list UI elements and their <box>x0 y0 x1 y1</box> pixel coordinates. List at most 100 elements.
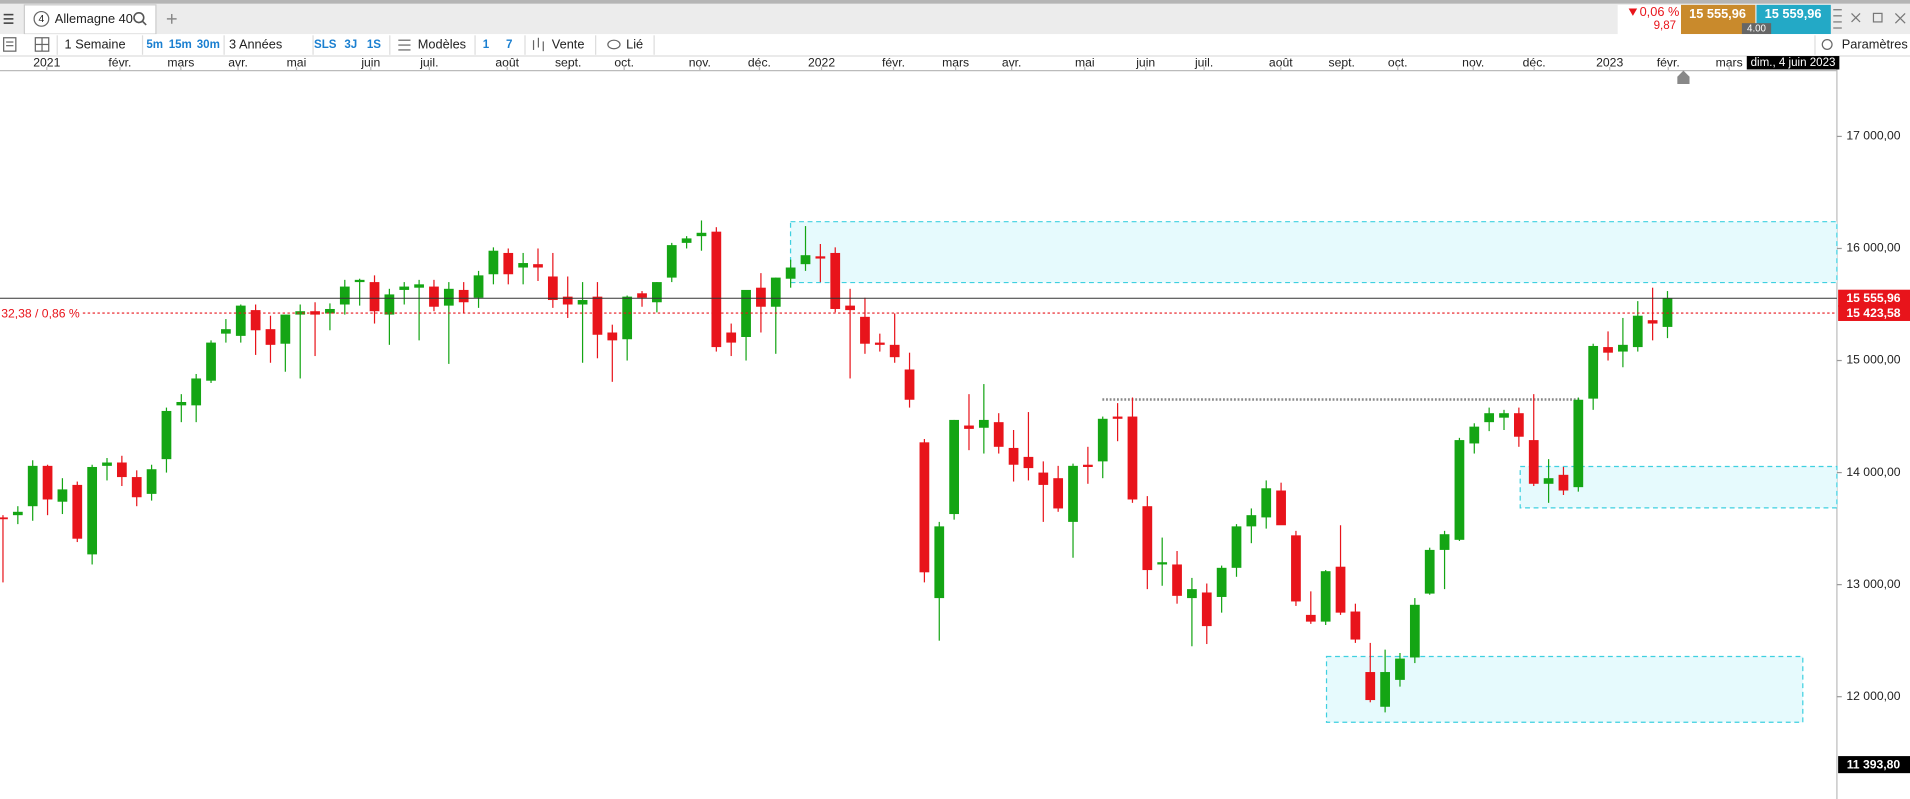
candle-body <box>577 300 588 305</box>
interval-button[interactable]: 5m <box>146 39 163 51</box>
candle-body <box>0 517 8 520</box>
x-tick-label: 2021 <box>33 56 60 70</box>
interval-button[interactable]: 30m <box>197 39 220 51</box>
candle-body <box>1632 315 1643 348</box>
top-strip <box>0 0 1910 4</box>
candle-body <box>1068 465 1078 522</box>
candle-body <box>1335 566 1346 613</box>
candle-body <box>27 465 38 507</box>
down-arrow <box>1628 8 1638 16</box>
candle-body <box>547 276 558 301</box>
candle-body <box>1127 416 1138 500</box>
interval-button[interactable]: 15m <box>169 39 192 51</box>
toolbar-icons[interactable] <box>3 37 1833 52</box>
candle-body <box>473 275 484 298</box>
candle-body <box>280 314 291 344</box>
candle-body <box>1291 535 1301 602</box>
candle-body <box>399 286 410 290</box>
toolbar <box>0 34 1910 57</box>
candle-body <box>310 311 320 315</box>
x-tick-label: mars <box>942 56 969 70</box>
change-points: 9,87 <box>1654 20 1677 32</box>
candle-body <box>696 232 707 237</box>
range-button[interactable]: 1S <box>367 39 381 51</box>
candle-body <box>354 279 365 283</box>
x-tick-label: févr. <box>1657 56 1680 70</box>
candle-body <box>87 466 98 555</box>
candle-body <box>1499 413 1509 418</box>
x-tick-label: août <box>1269 56 1293 70</box>
candle-body <box>785 267 796 279</box>
range-button[interactable]: 3J <box>344 39 357 51</box>
candle-body <box>72 484 83 539</box>
bid-price[interactable]: 15 555,96 <box>1689 6 1746 21</box>
linked-button[interactable]: Lié <box>626 36 643 51</box>
candle-body <box>681 238 692 243</box>
y-tick-label: 17 000,00 <box>1846 129 1900 143</box>
candle-body <box>1142 506 1153 571</box>
sell-mode-button[interactable]: Vente <box>552 36 585 51</box>
x-tick-label: août <box>495 56 519 70</box>
candle-body <box>666 245 677 278</box>
reference-price-label: 15 423,58 <box>1846 306 1900 320</box>
low-marker-label: 11 393,80 <box>1847 757 1901 771</box>
search-icon[interactable] <box>133 11 147 26</box>
candle-body <box>1053 478 1064 509</box>
candle-body <box>1647 320 1658 324</box>
candle-body <box>1008 447 1019 465</box>
candle-body <box>993 422 1004 447</box>
reference-price-tag <box>1838 305 1910 321</box>
candle-body <box>756 287 766 307</box>
candle-body <box>1320 571 1331 622</box>
home-marker <box>1677 70 1690 85</box>
ask-price[interactable]: 15 559,96 <box>1765 6 1822 21</box>
candle-body <box>1187 589 1197 599</box>
candle-body <box>102 462 112 466</box>
count-button[interactable]: 7 <box>506 39 512 51</box>
x-tick-label: oct. <box>1388 56 1408 70</box>
y-tick-label: 13 000,00 <box>1846 577 1900 591</box>
candle-body <box>295 311 306 315</box>
candle-body <box>1261 488 1272 518</box>
tab-count-badge <box>33 10 50 27</box>
candle-body <box>1246 515 1257 527</box>
window-controls[interactable] <box>1833 9 1906 29</box>
x-tick-label: févr. <box>882 56 905 70</box>
count-button[interactable]: 1 <box>483 39 490 51</box>
candle-body <box>325 308 335 314</box>
candle-body <box>1097 418 1108 462</box>
settings-button[interactable]: Paramètres <box>1842 36 1908 51</box>
y-tick-label: 15 000,00 <box>1846 353 1900 367</box>
candle-body <box>1588 345 1599 399</box>
period-selector[interactable]: 1 Semaine <box>65 36 126 51</box>
tab-title[interactable]: Allemagne 40 <box>55 11 133 26</box>
candle-body <box>1350 611 1361 640</box>
add-tab-button[interactable] <box>166 14 177 24</box>
candle-body <box>622 296 633 340</box>
candle-body <box>131 477 142 498</box>
candle-body <box>1083 464 1093 467</box>
x-tick-label: févr. <box>108 56 131 70</box>
tab-bar <box>0 0 1910 35</box>
candle-body <box>1454 440 1465 540</box>
range-selector[interactable]: 3 Années <box>229 36 282 51</box>
candle-body <box>191 378 202 406</box>
x-tick-label: mars <box>1716 56 1743 70</box>
candle-body <box>904 369 915 400</box>
candle-body <box>146 469 157 494</box>
templates-button[interactable]: Modèles <box>418 36 466 51</box>
menu-icon[interactable] <box>3 13 14 24</box>
x-tick-label: juil. <box>1194 56 1213 70</box>
x-tick-label: 2023 <box>1596 56 1623 70</box>
candle-body <box>845 305 855 311</box>
toolbar-separators <box>56 35 1816 55</box>
range-button[interactable]: SLS <box>314 39 337 51</box>
candle-body <box>488 250 499 275</box>
x-tick-label: 2022 <box>808 56 835 70</box>
x-tick-label: sept. <box>555 56 581 70</box>
candle-body <box>949 419 959 515</box>
candle-body <box>414 284 424 288</box>
candle-body <box>116 462 127 478</box>
